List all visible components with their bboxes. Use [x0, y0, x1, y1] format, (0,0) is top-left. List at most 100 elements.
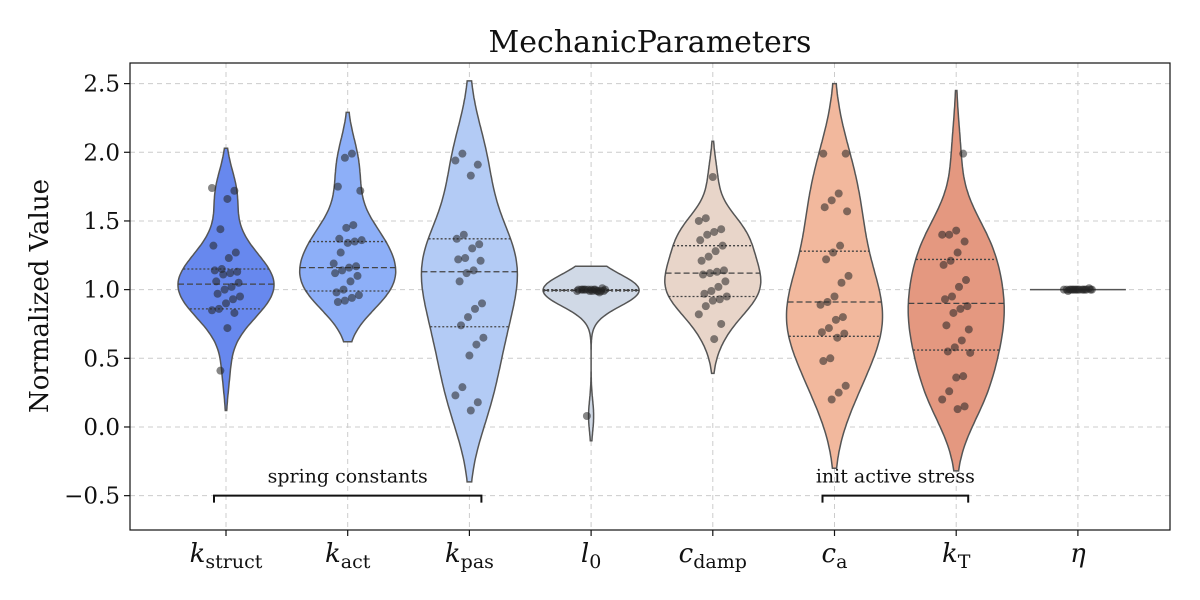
data-point	[960, 402, 969, 411]
x-tick-label: ca	[822, 539, 848, 573]
data-point	[824, 324, 833, 333]
data-point	[834, 388, 843, 397]
data-point	[340, 153, 349, 162]
data-point	[830, 292, 839, 301]
data-point	[827, 196, 836, 205]
data-point	[342, 223, 351, 232]
data-point	[697, 256, 706, 265]
data-point	[939, 260, 948, 269]
data-point	[820, 203, 829, 212]
violin-body	[542, 265, 640, 442]
data-point	[458, 149, 467, 158]
data-point	[945, 387, 954, 396]
data-point	[938, 395, 947, 404]
y-tick-label: 2.5	[83, 72, 120, 98]
data-point	[942, 321, 951, 330]
data-point	[946, 256, 955, 265]
x-tick-label: η	[1070, 539, 1086, 569]
y-tick-label: 1.0	[83, 278, 120, 304]
data-point	[349, 221, 358, 230]
data-point	[465, 351, 474, 360]
data-point	[966, 348, 975, 357]
data-point	[339, 285, 348, 294]
data-point	[694, 310, 703, 319]
data-point	[843, 207, 852, 216]
data-point	[953, 405, 962, 414]
data-point	[829, 248, 838, 257]
data-point	[1075, 285, 1084, 294]
data-point	[336, 248, 345, 257]
data-point	[461, 254, 470, 263]
violin-body	[785, 82, 884, 469]
x-tick-label: l0	[581, 539, 601, 573]
data-point	[722, 292, 731, 301]
group-annotations: spring constants init active stress	[213, 466, 975, 503]
data-point	[213, 289, 222, 298]
data-point	[332, 288, 341, 297]
annotation-label: spring constants	[268, 466, 428, 488]
data-point	[963, 302, 972, 311]
data-point	[964, 325, 973, 334]
data-point	[234, 278, 243, 287]
data-point	[708, 173, 717, 182]
data-point	[833, 333, 842, 342]
data-point	[701, 214, 710, 223]
data-point	[941, 295, 949, 304]
data-point	[464, 313, 472, 322]
data-point	[713, 267, 721, 276]
data-point	[346, 277, 355, 286]
data-point	[952, 226, 961, 235]
data-point	[714, 282, 723, 291]
x-tick-label: cdamp	[679, 539, 747, 573]
data-point	[222, 299, 230, 308]
data-point	[215, 304, 223, 313]
data-point	[955, 282, 963, 291]
data-point	[717, 225, 726, 234]
data-point	[827, 395, 836, 404]
data-point	[703, 230, 712, 239]
x-axis-ticks: kstruct kact kpas l0 cdamp ca kT η	[190, 530, 1086, 573]
data-point	[478, 299, 486, 308]
strip-points	[208, 149, 1096, 420]
violins	[177, 80, 1126, 483]
data-point	[345, 263, 354, 272]
data-point	[333, 182, 342, 191]
data-point	[948, 292, 956, 301]
data-point	[582, 411, 591, 420]
data-point	[335, 234, 344, 243]
data-point	[838, 313, 847, 322]
data-point	[701, 302, 710, 311]
violin-body	[177, 147, 275, 412]
data-point	[706, 269, 714, 278]
data-point	[457, 321, 465, 330]
data-point	[718, 241, 727, 250]
data-point	[233, 267, 242, 276]
data-point	[959, 149, 968, 158]
data-point	[469, 266, 478, 275]
data-point	[208, 306, 216, 315]
data-point	[717, 319, 726, 328]
data-point	[956, 304, 965, 313]
data-point	[950, 343, 959, 352]
data-point	[468, 244, 477, 253]
data-point	[476, 256, 485, 265]
data-point	[473, 398, 482, 407]
y-tick-label: 1.5	[83, 209, 120, 235]
data-point	[1082, 285, 1091, 294]
data-point	[209, 241, 218, 250]
data-point	[715, 295, 724, 304]
data-point	[823, 297, 832, 306]
data-point	[475, 240, 484, 249]
data-point	[479, 333, 488, 342]
grid-lines	[130, 63, 1170, 530]
data-point	[236, 292, 244, 301]
data-point	[840, 329, 849, 338]
data-point	[1068, 285, 1077, 294]
data-point	[220, 285, 229, 294]
data-point	[721, 277, 730, 286]
data-point	[710, 335, 719, 344]
data-point	[331, 269, 340, 278]
data-point	[452, 234, 461, 243]
violin-body	[664, 140, 762, 375]
